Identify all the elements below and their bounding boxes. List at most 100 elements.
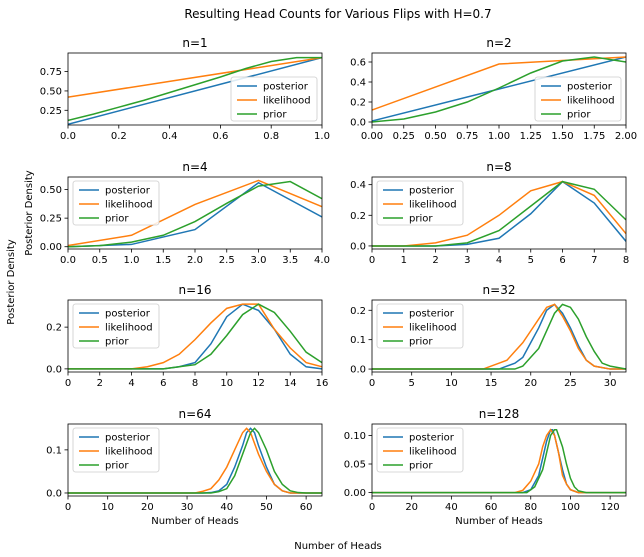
x-tick-label: 60 [485, 502, 498, 513]
series-line-likelihood [68, 179, 322, 247]
x-tick-label: 16 [316, 378, 329, 389]
x-tick-label: 3.0 [251, 255, 267, 266]
subplot-4: n=8 0 1 2 3 4 5 6 7 8 0.0 0.2 0.4 posterior likelihood… [350, 160, 629, 266]
x-tick-label: 7 [591, 255, 597, 266]
legend-label-prior: prior [105, 461, 129, 472]
x-tick-label: 6 [160, 378, 166, 389]
figure-x-label: Number of Heads [294, 541, 382, 552]
x-tick-label: 5 [409, 378, 415, 389]
subplot-1: n=1 0.0 0.2 0.4 0.6 0.8 1.0 0.25 0.50 0.75 posteri… [40, 36, 330, 142]
subplot-title: n=2 [486, 36, 511, 50]
x-tick-label: 2 [97, 378, 103, 389]
subplot-title: n=128 [479, 407, 520, 421]
x-tick-label: 0.5 [92, 255, 108, 266]
legend: posterior likelihood prior [72, 303, 160, 349]
x-tick-label: 8 [623, 255, 629, 266]
x-tick-label: 3 [464, 255, 470, 266]
legend-label-posterior: posterior [409, 433, 455, 444]
legend-box [230, 76, 318, 122]
subplot-2: n=2 0.00 0.25 0.50 0.75 1.00 1.25 1.50 1.75 2.00 0… [350, 36, 637, 142]
x-tick-label: 3.5 [282, 255, 298, 266]
subplot-6: n=32 0 5 10 15 20 25 30 0.0 0.1 0.2 posterior likeli… [350, 283, 627, 389]
x-tick-label: 0 [65, 502, 71, 513]
axes-frame [67, 52, 323, 126]
legend-label-likelihood: likelihood [409, 447, 457, 458]
y-tick-label: 0.0 [350, 118, 366, 129]
series-line-likelihood [68, 427, 322, 494]
x-tick-label: 4.0 [314, 255, 330, 266]
x-tick-label: 40 [220, 502, 233, 513]
series-line-prior [372, 180, 626, 247]
x-tick-label: 0.8 [263, 131, 279, 142]
legend-label-prior: prior [409, 461, 433, 472]
y-tick-label: 0.2 [350, 306, 366, 317]
legend: posterior likelihood prior [534, 76, 622, 122]
legend-box [376, 303, 464, 349]
legend-label-posterior: posterior [567, 82, 613, 93]
x-tick-label: 10 [445, 378, 458, 389]
legend-label-likelihood: likelihood [263, 96, 311, 107]
series-line-posterior [372, 56, 626, 122]
y-tick-label: 0.2 [350, 98, 366, 109]
subplot-title: n=16 [179, 283, 212, 297]
y-axis-label: Posterior Density [24, 170, 35, 255]
series-line-prior [68, 427, 322, 494]
series-line-prior [68, 180, 322, 248]
y-tick-label: 0.25 [40, 214, 62, 225]
series-line-prior [68, 56, 322, 122]
y-tick-label: 0.05 [344, 460, 366, 471]
legend-box [72, 427, 160, 473]
x-tick-label: 0.0 [60, 131, 76, 142]
x-tick-label: 2.5 [219, 255, 235, 266]
legend-label-likelihood: likelihood [409, 323, 457, 334]
x-tick-label: 12 [252, 378, 265, 389]
subplot-grid: n=10.0 0.2 0.4 0.6 0.8 1.00.250.500.75posteri… [24, 36, 637, 527]
legend: posterior likelihood prior [376, 180, 464, 226]
x-tick-label: 20 [141, 502, 154, 513]
x-tick-label: 0 [369, 502, 375, 513]
x-tick-label: 1.5 [155, 255, 171, 266]
legend: posterior likelihood prior [72, 427, 160, 473]
x-tick-label: 0 [369, 255, 375, 266]
x-axis-label: Number of Heads [151, 516, 239, 527]
y-tick-label: 0.2 [350, 211, 366, 222]
x-tick-label: 1.00 [488, 131, 510, 142]
x-tick-label: 14 [284, 378, 297, 389]
axes-frame [371, 423, 627, 497]
x-tick-label: 1.75 [583, 131, 605, 142]
legend-label-prior: prior [105, 337, 129, 348]
legend-box [72, 303, 160, 349]
x-tick-label: 80 [524, 502, 537, 513]
x-tick-label: 1.50 [551, 131, 573, 142]
x-tick-label: 0.2 [111, 131, 127, 142]
x-tick-label: 0.0 [60, 255, 76, 266]
y-tick-label: 0.1 [350, 335, 366, 346]
legend-label-likelihood: likelihood [105, 323, 153, 334]
legend-label-prior: prior [263, 110, 287, 121]
series-line-likelihood [372, 428, 626, 494]
y-tick-label: 0.0 [350, 365, 366, 376]
y-tick-label: 0.10 [344, 431, 366, 442]
x-tick-label: 25 [564, 378, 577, 389]
x-tick-label: 1 [401, 255, 407, 266]
series-line-likelihood [372, 56, 626, 111]
x-tick-label: 40 [445, 502, 458, 513]
x-tick-label: 2.0 [187, 255, 203, 266]
series-line-prior [372, 428, 626, 494]
x-tick-label: 2.00 [615, 131, 637, 142]
legend-label-posterior: posterior [263, 82, 309, 93]
x-tick-label: 8 [192, 378, 198, 389]
series-line-likelihood [372, 180, 626, 247]
x-tick-label: 5 [528, 255, 534, 266]
y-tick-label: 0.2 [46, 323, 62, 334]
figure-y-label: Posterior Density [6, 239, 17, 324]
subplot-title: n=64 [179, 407, 212, 421]
y-tick-label: 0.00 [40, 242, 62, 253]
legend-box [376, 427, 464, 473]
legend: posterior likelihood prior [72, 180, 160, 226]
subplot-title: n=8 [486, 160, 511, 174]
series-line-prior [68, 303, 322, 370]
legend-label-prior: prior [567, 110, 591, 121]
subplot-5: n=16 0 2 4 6 8 10 12 14 16 0.0 0.2 posterior likeliho… [46, 283, 328, 389]
series-line-prior [372, 56, 626, 123]
